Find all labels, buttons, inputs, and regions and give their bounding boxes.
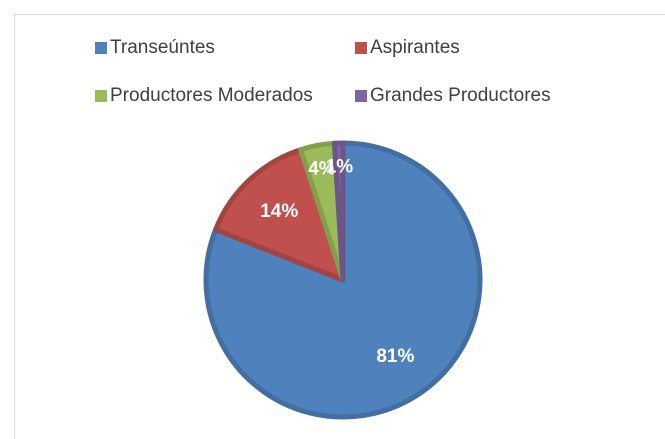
legend-label: Aspirantes <box>370 37 460 58</box>
data-label: 81% <box>376 346 414 367</box>
legend-label: Productores Moderados <box>110 85 313 106</box>
legend-swatch <box>355 90 367 102</box>
legend-swatch <box>95 42 107 54</box>
data-label: 14% <box>260 201 298 222</box>
pie-slice <box>331 140 346 283</box>
legend-label: Grandes Productores <box>370 85 551 106</box>
legend-swatch <box>355 42 367 54</box>
data-label: 1% <box>326 157 354 178</box>
legend-swatch <box>95 90 107 102</box>
legend-label: Transeúntes <box>110 37 215 58</box>
data-label: 4% <box>308 159 336 180</box>
